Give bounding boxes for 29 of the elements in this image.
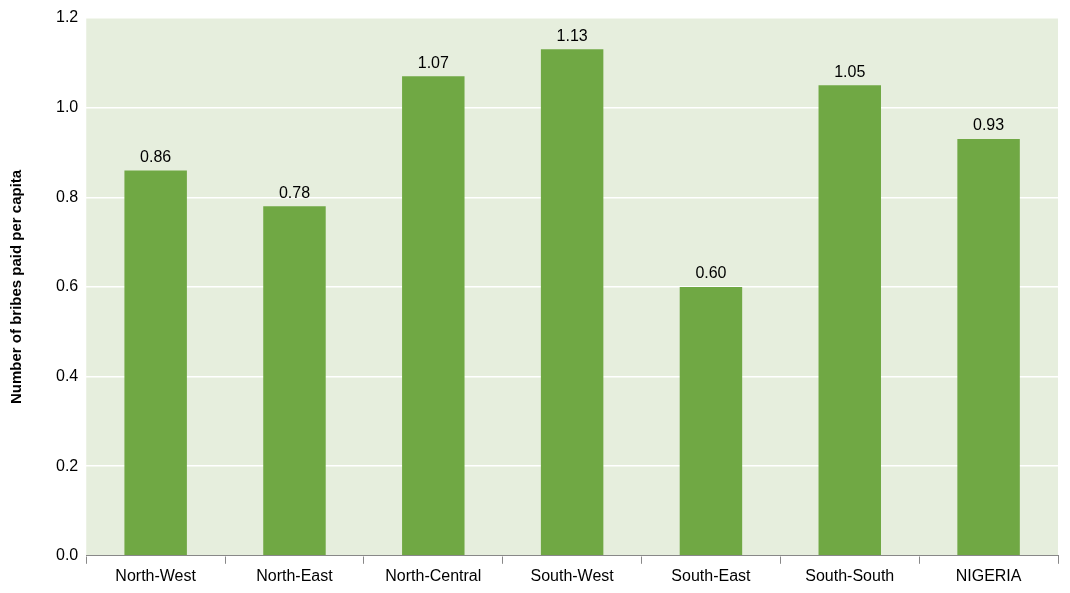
x-tick-label: South-South xyxy=(805,566,895,584)
x-tick-label: South-West xyxy=(530,566,615,584)
bar xyxy=(957,139,1020,556)
y-axis-title: Number of bribes paid per capita xyxy=(7,169,25,405)
bar xyxy=(402,76,465,556)
x-tick-label: NIGERIA xyxy=(955,566,1022,584)
data-label: 0.60 xyxy=(695,264,727,282)
data-label: 0.78 xyxy=(278,183,311,201)
x-tick-label: South-East xyxy=(671,566,752,584)
x-tick-label: North-Central xyxy=(385,566,482,584)
data-label: 0.86 xyxy=(140,147,172,165)
x-tick-label: North-East xyxy=(256,566,334,584)
y-tick-label: 0.8 xyxy=(55,187,79,205)
data-label: 1.07 xyxy=(417,53,449,71)
y-tick-label: 0.6 xyxy=(55,277,79,295)
y-tick-label: 0.2 xyxy=(55,456,79,474)
bar xyxy=(679,286,743,556)
data-label: 0.93 xyxy=(973,116,1005,134)
y-tick-label: 0.4 xyxy=(55,366,79,384)
y-tick-label: 0.0 xyxy=(55,546,79,564)
data-label: 1.05 xyxy=(834,62,866,80)
y-tick-label: 1.2 xyxy=(55,8,79,26)
bar xyxy=(263,206,326,556)
bar xyxy=(540,49,604,556)
bar xyxy=(124,170,187,556)
x-tick-label: North-West xyxy=(115,566,197,584)
bar xyxy=(818,85,881,556)
y-tick-label: 1.0 xyxy=(55,98,79,116)
data-label: 1.13 xyxy=(556,26,588,44)
